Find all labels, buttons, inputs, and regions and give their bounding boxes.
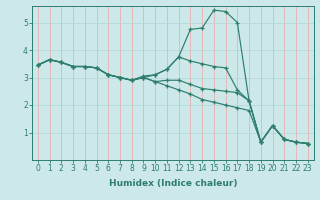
X-axis label: Humidex (Indice chaleur): Humidex (Indice chaleur)	[108, 179, 237, 188]
